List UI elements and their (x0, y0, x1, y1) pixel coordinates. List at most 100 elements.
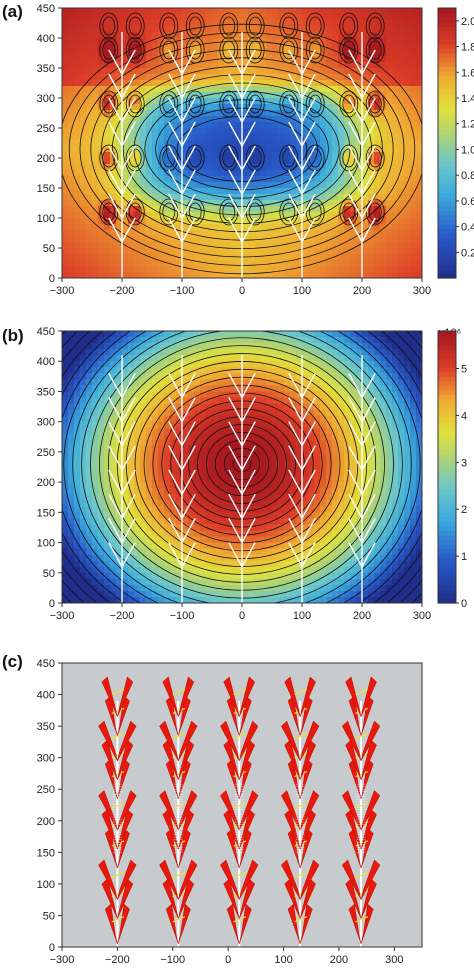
a-field-cell (134, 260, 141, 267)
a-colorbar-band (438, 202, 456, 207)
a-field-cell (218, 128, 225, 135)
a-field-cell (92, 20, 99, 27)
a-field-cell (200, 140, 207, 147)
b-field-cell (260, 331, 267, 338)
b-field-cell (80, 591, 87, 598)
a-colorbar-band (438, 175, 456, 180)
a-field-cell (116, 8, 123, 15)
b-field-cell (278, 476, 285, 483)
b-field-cell (152, 337, 159, 344)
a-field-cell (398, 110, 405, 117)
a-field-cell (68, 242, 75, 249)
a-field-cell (80, 56, 87, 63)
a-field-cell (224, 8, 231, 15)
a-field-cell (224, 248, 231, 255)
b-field-cell (314, 452, 321, 459)
a-field-cell (410, 230, 417, 237)
a-field-cell (200, 74, 207, 81)
b-field-cell (74, 343, 81, 350)
b-field-cell (314, 331, 321, 338)
b-field-cell (260, 458, 267, 465)
a-field-cell (254, 152, 261, 159)
b-field-cell (158, 464, 165, 471)
a-field-cell (104, 26, 111, 33)
b-field-cell (140, 391, 147, 398)
a-field-cell (266, 32, 273, 39)
b-field-cell (164, 404, 171, 411)
a-field-cell (218, 8, 225, 15)
a-field-cell (338, 236, 345, 243)
a-field-cell (374, 248, 381, 255)
b-field-cell (80, 458, 87, 465)
a-field-cell (272, 140, 279, 147)
b-field-cell (110, 416, 117, 423)
a-field-cell (260, 260, 267, 267)
a-field-cell (74, 14, 81, 21)
a-colorbar-band (438, 251, 456, 256)
a-field-cell (320, 176, 327, 183)
a-field-cell (92, 182, 99, 189)
a-colorbar-band (438, 139, 456, 144)
b-field-cell (140, 440, 147, 447)
a-field-cell (122, 224, 129, 231)
b-field-cell (140, 549, 147, 556)
a-field-cell (212, 8, 219, 15)
a-field-cell (134, 266, 141, 273)
a-field-cell (404, 230, 411, 237)
a-field-cell (200, 62, 207, 69)
a-colorbar-band (438, 197, 456, 202)
a-field-cell (194, 134, 201, 141)
a-field-cell (218, 122, 225, 129)
a-field-cell (152, 14, 159, 21)
a-field-cell (86, 218, 93, 225)
a-field-cell (386, 110, 393, 117)
a-field-cell (392, 134, 399, 141)
b-field-cell (140, 464, 147, 471)
a-field-cell (272, 104, 279, 111)
a-field-cell (62, 80, 69, 87)
a-field-cell (380, 260, 387, 267)
a-field-cell (62, 56, 69, 63)
a-field-cell (92, 134, 99, 141)
a-field-cell (80, 8, 87, 15)
b-field-cell (158, 482, 165, 489)
b-field-cell (104, 488, 111, 495)
a-field-cell (344, 242, 351, 249)
a-field-cell (284, 26, 291, 33)
b-field-cell (104, 361, 111, 368)
a-colorbar-band (438, 229, 456, 234)
a-field-cell (146, 236, 153, 243)
b-field-cell (146, 543, 153, 550)
b-field-cell (212, 446, 219, 453)
a-field-cell (374, 206, 381, 213)
a-field-cell (410, 224, 417, 231)
a-field-cell (314, 20, 321, 27)
b-field-cell (152, 500, 159, 507)
b-field-cell (308, 337, 315, 344)
a-field-cell (380, 122, 387, 129)
b-field-cell (254, 404, 261, 411)
a-field-cell (398, 8, 405, 15)
a-field-cell (74, 134, 81, 141)
a-field-cell (122, 44, 129, 51)
a-field-cell (368, 242, 375, 249)
a-field-cell (62, 248, 69, 255)
a-field-cell (212, 38, 219, 45)
a-field-cell (398, 212, 405, 219)
a-field-cell (224, 260, 231, 267)
b-field-cell (62, 500, 69, 507)
a-field-cell (230, 188, 237, 195)
a-x-tick-label: 100 (293, 285, 311, 297)
b-field-cell (128, 537, 135, 544)
a-field-cell (266, 236, 273, 243)
b-field-cell (320, 458, 327, 465)
a-field-cell (224, 182, 231, 189)
b-field-cell (170, 337, 177, 344)
a-field-cell (326, 266, 333, 273)
a-field-cell (326, 110, 333, 117)
b-field-cell (254, 379, 261, 386)
a-field-cell (146, 260, 153, 267)
a-field-cell (272, 14, 279, 21)
a-field-cell (218, 224, 225, 231)
b-field-cell (92, 573, 99, 580)
